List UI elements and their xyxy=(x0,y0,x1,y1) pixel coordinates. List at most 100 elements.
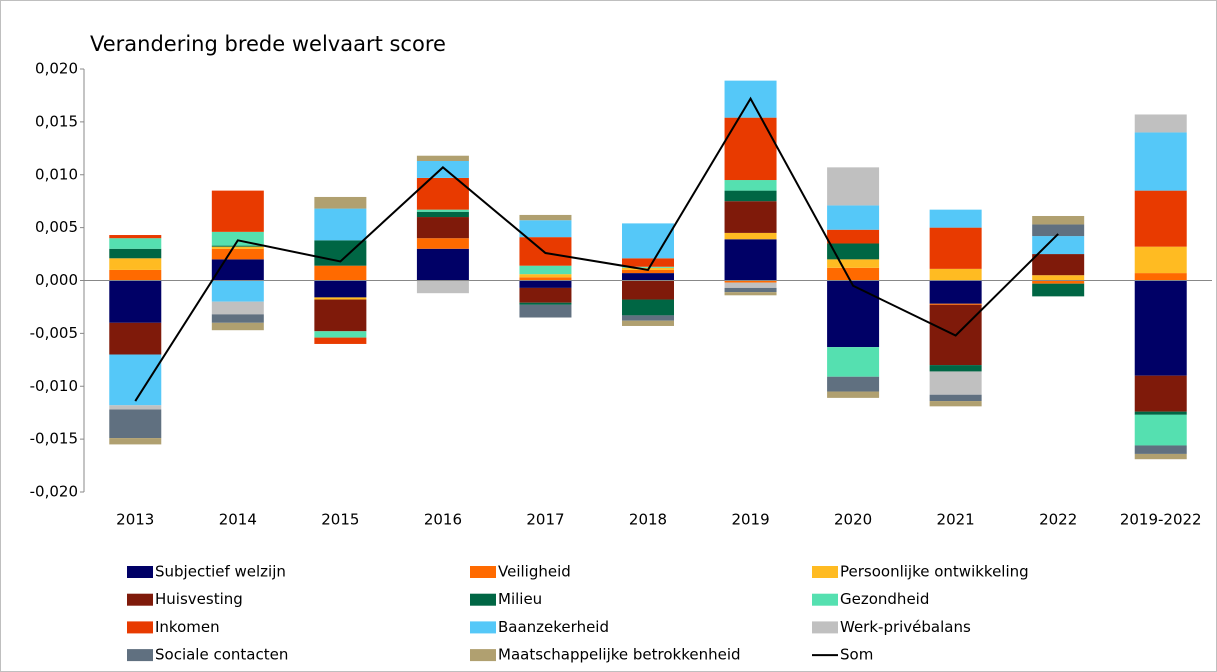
x-tick-label: 2014 xyxy=(219,511,257,529)
bar-segment xyxy=(724,292,777,296)
x-tick-label: 2016 xyxy=(424,511,462,529)
bar-segment xyxy=(622,280,674,300)
bar-segment xyxy=(314,280,367,298)
bar-segment xyxy=(519,265,572,275)
bar-segment xyxy=(519,304,572,318)
legend-swatch xyxy=(470,621,496,634)
bar-segment xyxy=(1134,445,1187,454)
bar-segment xyxy=(827,267,880,281)
bar-segment xyxy=(519,274,572,278)
bar-segment xyxy=(416,161,469,178)
bar-segment xyxy=(1134,375,1187,412)
bar-segment xyxy=(211,322,264,331)
y-tick-label: 0,020 xyxy=(35,60,78,78)
bar-segment xyxy=(314,331,367,338)
bar-segment xyxy=(109,269,162,281)
bar-segment xyxy=(109,409,162,439)
bar-segment xyxy=(622,266,674,268)
bar-segment xyxy=(1134,114,1187,133)
y-tick-label: 0,010 xyxy=(35,165,78,183)
legend-label: Maatschappelijke betrokkenheid xyxy=(498,646,741,664)
bar-segment xyxy=(519,280,572,288)
bar-segment xyxy=(1134,132,1187,191)
legend-label: Subjectief welzijn xyxy=(155,563,286,581)
bar-segment xyxy=(724,117,777,181)
bar-segment xyxy=(109,258,162,270)
x-tick-label: 2015 xyxy=(321,511,359,529)
bar-segment xyxy=(1134,411,1187,415)
bar-segment xyxy=(929,303,982,305)
legend-label: Sociale contacten xyxy=(155,646,288,664)
bar-segment xyxy=(929,365,982,372)
bar-segment xyxy=(827,259,880,268)
y-tick-label: -0,010 xyxy=(30,377,78,395)
bar-segment xyxy=(1134,453,1187,460)
bar-segment xyxy=(724,239,777,281)
y-tick-label: -0,005 xyxy=(30,324,78,342)
bar-segment xyxy=(416,217,469,239)
legend-label: Baanzekerheid xyxy=(498,618,609,636)
bar-segment xyxy=(1134,190,1187,247)
legend-label: Persoonlijke ontwikkeling xyxy=(840,563,1029,581)
bar-segment xyxy=(314,196,367,209)
bar-segment xyxy=(109,438,162,445)
bar-segment xyxy=(109,248,162,259)
legend-swatch xyxy=(812,621,838,634)
bar-segment xyxy=(519,237,572,266)
bar-segment xyxy=(827,229,880,244)
bar-segment xyxy=(827,205,880,230)
bar-segment xyxy=(724,201,777,233)
bar-segment xyxy=(929,401,982,407)
bar-segment xyxy=(314,265,367,281)
legend-swatch xyxy=(127,621,153,634)
legend-label: Inkomen xyxy=(155,618,220,636)
bar-segment xyxy=(929,394,982,402)
bar-segment xyxy=(724,282,777,288)
legend-swatch xyxy=(812,566,838,578)
x-tick-label: 2019 xyxy=(731,511,769,529)
bar-segment xyxy=(827,243,880,260)
bar-segment xyxy=(211,259,264,281)
legend-label: Huisvesting xyxy=(155,590,243,608)
bar-segment xyxy=(1134,280,1187,376)
bar-segment xyxy=(109,354,162,406)
bar-segment xyxy=(1032,283,1085,297)
bar-segment xyxy=(314,208,367,241)
x-tick-label: 2017 xyxy=(526,511,564,529)
legend-swatch xyxy=(812,593,838,606)
bar-segment xyxy=(211,246,264,249)
bar-segment xyxy=(724,180,777,191)
sum-line xyxy=(134,96,1059,402)
bar-segment xyxy=(1032,275,1085,281)
x-tick-label: 2022 xyxy=(1039,511,1077,529)
x-tick-label: 2021 xyxy=(937,511,975,529)
bar-segment xyxy=(1032,280,1085,284)
legend-label: Milieu xyxy=(498,590,542,608)
y-tick-label: -0,015 xyxy=(30,430,78,448)
bar-segment xyxy=(109,280,162,323)
y-tick-label: 0,005 xyxy=(35,218,78,236)
x-tick-label: 2020 xyxy=(834,511,872,529)
bar-segment xyxy=(314,337,367,344)
bar-segment xyxy=(416,211,469,218)
bar-segment xyxy=(827,347,880,377)
bar-segment xyxy=(314,297,367,300)
bar-segment xyxy=(1134,414,1187,446)
bar-segment xyxy=(1134,246,1187,274)
bar-segment xyxy=(622,320,674,326)
bar-segment xyxy=(724,280,777,283)
legend-swatch xyxy=(127,593,153,606)
legend-swatch xyxy=(470,593,496,606)
y-tick-label: 0,015 xyxy=(35,112,78,130)
bar-segment xyxy=(109,235,162,239)
legend-swatch xyxy=(127,566,153,578)
bar-segment xyxy=(724,287,777,293)
bar-segment xyxy=(519,287,572,303)
bar-segment xyxy=(827,167,880,206)
bar-segment xyxy=(1134,273,1187,281)
legend-label: Gezondheid xyxy=(840,590,929,608)
bar-segment xyxy=(929,280,982,304)
bar-segment xyxy=(827,391,880,398)
